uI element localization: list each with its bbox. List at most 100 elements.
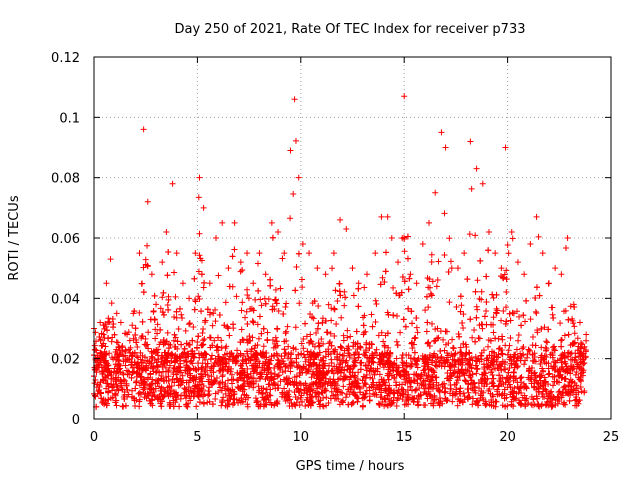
data-point — [473, 398, 480, 405]
data-point — [210, 369, 217, 376]
data-point — [390, 367, 397, 374]
data-point — [400, 316, 407, 323]
data-point — [491, 349, 498, 356]
data-point — [567, 303, 574, 310]
data-point — [309, 314, 316, 321]
data-point — [262, 376, 269, 383]
data-point — [98, 330, 105, 337]
data-point — [225, 387, 232, 394]
data-point — [413, 315, 420, 322]
data-point — [151, 292, 158, 299]
data-point — [558, 355, 565, 362]
data-point — [362, 328, 369, 335]
data-point — [132, 325, 139, 332]
data-point-peak — [268, 219, 275, 226]
data-point — [581, 388, 588, 395]
data-point — [313, 385, 320, 392]
data-point — [424, 319, 431, 326]
data-point — [558, 375, 565, 382]
data-point — [449, 353, 456, 360]
data-point — [329, 380, 336, 387]
data-point — [212, 318, 219, 325]
data-point — [296, 380, 303, 387]
data-point — [189, 350, 196, 357]
data-point — [200, 382, 207, 389]
data-point — [427, 393, 434, 400]
data-point — [328, 317, 335, 324]
data-point — [360, 373, 367, 380]
data-point — [315, 302, 322, 309]
data-point — [429, 278, 436, 285]
data-point — [214, 343, 221, 350]
data-point — [191, 275, 198, 282]
data-point — [548, 388, 555, 395]
data-point — [478, 380, 485, 387]
data-point — [574, 347, 581, 354]
data-point — [187, 397, 194, 404]
data-point — [225, 356, 232, 363]
data-point — [102, 343, 109, 350]
data-point — [302, 320, 309, 327]
data-point — [218, 344, 225, 351]
data-point — [472, 232, 479, 239]
data-point — [511, 364, 518, 371]
data-point — [248, 375, 255, 382]
data-point — [453, 386, 460, 393]
data-point — [298, 340, 305, 347]
data-point — [454, 377, 461, 384]
data-point — [328, 360, 335, 367]
data-point — [311, 371, 318, 378]
data-point — [255, 389, 262, 396]
data-point — [175, 326, 182, 333]
data-point — [348, 380, 355, 387]
data-point — [263, 350, 270, 357]
data-point — [415, 392, 422, 399]
data-point — [224, 323, 231, 330]
data-point — [573, 396, 580, 403]
data-point — [449, 344, 456, 351]
data-point — [518, 322, 525, 329]
data-point — [165, 390, 172, 397]
data-point — [493, 291, 500, 298]
data-point — [279, 369, 286, 376]
data-point — [189, 337, 196, 344]
data-point-peak — [363, 271, 370, 278]
data-point — [237, 384, 244, 391]
data-point — [296, 402, 303, 409]
data-point — [311, 356, 318, 363]
data-point — [385, 376, 392, 383]
data-point — [508, 362, 515, 369]
data-point — [416, 385, 423, 392]
data-point-peak — [426, 219, 433, 226]
data-point — [154, 321, 161, 328]
data-point-peak — [527, 241, 534, 248]
data-point — [335, 376, 342, 383]
data-point — [253, 356, 260, 363]
data-point — [226, 283, 233, 290]
data-point-peak — [231, 219, 238, 226]
data-point — [260, 349, 267, 356]
data-point — [569, 315, 576, 322]
data-point — [404, 233, 411, 240]
data-point — [287, 368, 294, 375]
data-point — [207, 356, 214, 363]
data-point — [212, 390, 219, 397]
data-point — [215, 380, 222, 387]
data-point — [409, 320, 416, 327]
data-point — [446, 299, 453, 306]
data-point — [116, 344, 123, 351]
data-point — [422, 402, 429, 409]
data-point — [505, 369, 512, 376]
data-point — [283, 300, 290, 307]
data-point — [422, 307, 429, 314]
data-point — [352, 359, 359, 366]
data-point — [160, 368, 167, 375]
data-point — [170, 369, 177, 376]
data-point — [237, 362, 244, 369]
data-point — [214, 334, 221, 341]
data-point — [464, 367, 471, 374]
data-point — [448, 362, 455, 369]
data-point — [414, 380, 421, 387]
data-point — [285, 343, 292, 350]
data-point — [213, 374, 220, 381]
